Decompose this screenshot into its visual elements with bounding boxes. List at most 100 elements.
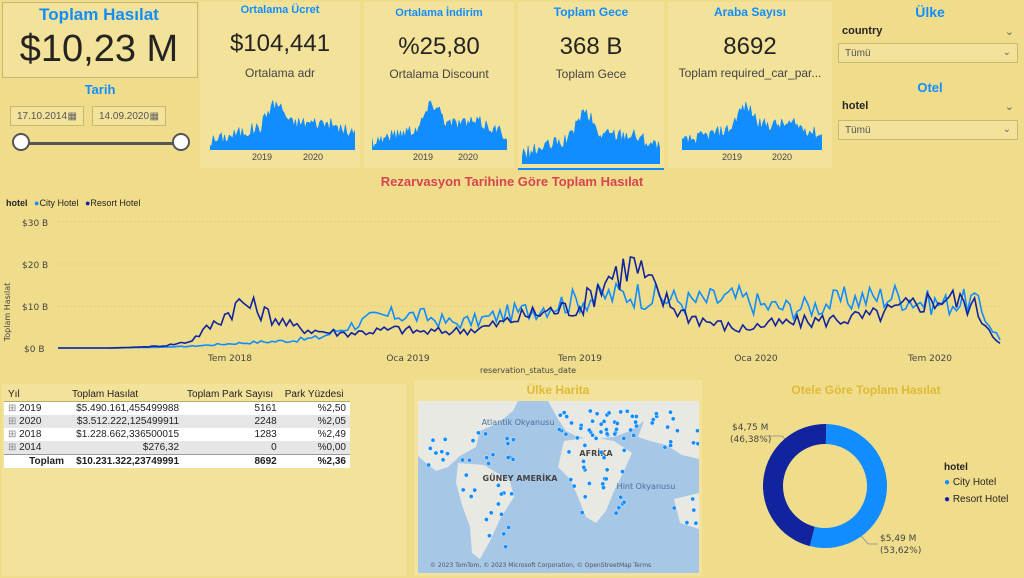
map-bubble[interactable] — [615, 421, 620, 426]
map-bubble[interactable] — [430, 437, 436, 443]
main-line-chart[interactable]: Toplam Hasılat $30 B $20 B $10 B $0 B Te… — [0, 212, 1024, 380]
map-bubble[interactable] — [603, 476, 609, 482]
map-bubble[interactable] — [598, 429, 604, 435]
country-map[interactable]: Atlantik Okyanusu AFRİKA GÜNEY AMERİKA H… — [418, 401, 699, 573]
map-bubble[interactable] — [496, 501, 501, 507]
table-row[interactable]: ⊞ 2014 $276,32 0 %0,00 — [4, 441, 350, 455]
map-bubble[interactable] — [695, 441, 699, 446]
map-bubble[interactable] — [470, 438, 476, 443]
map-bubble[interactable] — [601, 455, 607, 461]
table-row[interactable]: ⊞ 2019 $5.490.161,455499988 5161 %2,50 — [4, 401, 350, 415]
map-bubble[interactable] — [621, 436, 627, 441]
chevron-down-icon[interactable]: ⌄ — [1004, 101, 1014, 113]
chevron-down-icon[interactable]: ⌄ — [1002, 47, 1011, 58]
map-bubble[interactable] — [557, 412, 563, 418]
map-bubble[interactable] — [578, 426, 584, 431]
map-bubble[interactable] — [582, 494, 588, 500]
hotel-slicer-field[interactable]: hotel ⌄ — [842, 100, 1020, 113]
map-bubble[interactable] — [590, 432, 595, 438]
map-bubble[interactable] — [509, 491, 514, 497]
map-bubble[interactable] — [604, 431, 610, 437]
map-bubble[interactable] — [590, 418, 595, 424]
map-bubble[interactable] — [472, 487, 478, 493]
map-bubble[interactable] — [564, 414, 569, 419]
map-bubble[interactable] — [598, 421, 604, 427]
legend-item-city[interactable]: ●City Hotel — [34, 198, 78, 208]
map-bubble[interactable] — [618, 494, 623, 500]
map-bubble[interactable] — [621, 448, 627, 453]
map-bubble[interactable] — [439, 449, 445, 455]
map-bubble[interactable] — [613, 510, 619, 516]
country-slicer-field[interactable]: country ⌄ — [842, 25, 1020, 38]
map-bubble[interactable] — [620, 469, 625, 474]
map-bubble[interactable] — [654, 411, 659, 417]
map-bubble[interactable] — [579, 510, 585, 515]
map-bubble[interactable] — [684, 520, 690, 525]
legend-item-resort[interactable]: ●Resort Hotel — [85, 198, 140, 208]
map-bubble[interactable] — [693, 520, 699, 526]
map-bubble[interactable] — [511, 437, 516, 443]
map-bubble[interactable] — [496, 483, 501, 488]
map-bubble[interactable] — [499, 512, 504, 517]
map-bubble[interactable] — [606, 410, 612, 416]
map-bubble[interactable] — [618, 409, 623, 415]
map-bubble[interactable] — [586, 427, 592, 433]
expand-icon[interactable]: ⊞ — [8, 429, 17, 440]
map-bubble[interactable] — [634, 414, 639, 419]
map-bubble[interactable] — [501, 531, 506, 537]
map-bubble[interactable] — [484, 517, 489, 522]
map-bubble[interactable] — [426, 462, 431, 468]
map-bubble[interactable] — [566, 449, 572, 455]
map-bubble[interactable] — [634, 423, 639, 429]
hotel-dropdown[interactable]: Tümü ⌄ — [838, 120, 1018, 140]
map-bubble[interactable] — [621, 499, 627, 505]
chevron-down-icon[interactable]: ⌄ — [1002, 124, 1011, 135]
map-bubble[interactable] — [467, 457, 472, 463]
map-bubble[interactable] — [695, 428, 699, 433]
map-bubble[interactable] — [616, 505, 622, 510]
map-bubble[interactable] — [510, 457, 516, 462]
map-bubble[interactable] — [612, 431, 618, 437]
map-bubble[interactable] — [460, 457, 465, 463]
map-bubble[interactable] — [675, 428, 680, 434]
expand-icon[interactable]: ⊞ — [8, 442, 17, 453]
map-bubble[interactable] — [593, 436, 599, 441]
map-bubble[interactable] — [633, 419, 638, 425]
map-bubble[interactable] — [442, 437, 448, 442]
map-bubble[interactable] — [604, 467, 610, 473]
map-bubble[interactable] — [601, 419, 607, 424]
chevron-down-icon[interactable]: ⌄ — [1004, 26, 1014, 38]
map-bubble[interactable] — [604, 427, 609, 432]
map-bubble[interactable] — [569, 420, 574, 426]
donut-slice-city-hotel[interactable] — [809, 424, 888, 548]
map-bubble[interactable] — [668, 439, 673, 445]
map-credit[interactable]: © 2023 TomTom, © 2023 Microsoft Corporat… — [430, 562, 651, 569]
map-bubble[interactable] — [668, 409, 673, 415]
map-bubble[interactable] — [468, 494, 474, 499]
date-slider-handle-start[interactable] — [12, 133, 30, 151]
map-bubble[interactable] — [488, 510, 494, 516]
date-end-input[interactable]: 14.09.2020 ▦ — [92, 106, 166, 126]
map-bubble[interactable] — [505, 455, 511, 460]
table-header-park[interactable]: Toplam Park Sayısı — [187, 389, 274, 400]
map-bubble[interactable] — [581, 459, 586, 464]
map-bubble[interactable] — [662, 445, 668, 450]
map-bubble[interactable] — [665, 424, 670, 430]
date-slider-track[interactable] — [22, 142, 180, 145]
map-bubble[interactable] — [483, 431, 488, 437]
table-row[interactable]: ⊞ 2020 $3.512.222,125499911 2248 %2,05 — [4, 415, 350, 428]
map-bubble[interactable] — [631, 433, 636, 438]
country-dropdown[interactable]: Tümü ⌄ — [838, 43, 1018, 63]
donut-slice-resort-hotel[interactable] — [763, 424, 827, 547]
table-row[interactable]: ⊞ 2018 $1.228.662,336500015 1283 %2,49 — [4, 428, 350, 441]
map-bubble[interactable] — [587, 408, 593, 414]
map-bubble[interactable] — [568, 477, 574, 482]
map-bubble[interactable] — [440, 457, 446, 463]
map-bubble[interactable] — [581, 465, 587, 470]
map-bubble[interactable] — [594, 411, 600, 417]
map-bubble[interactable] — [487, 533, 492, 538]
date-slider-handle-end[interactable] — [172, 133, 190, 151]
map-bubble[interactable] — [690, 496, 696, 502]
map-bubble[interactable] — [600, 481, 606, 487]
table-header-year[interactable]: Yıl — [8, 389, 20, 400]
